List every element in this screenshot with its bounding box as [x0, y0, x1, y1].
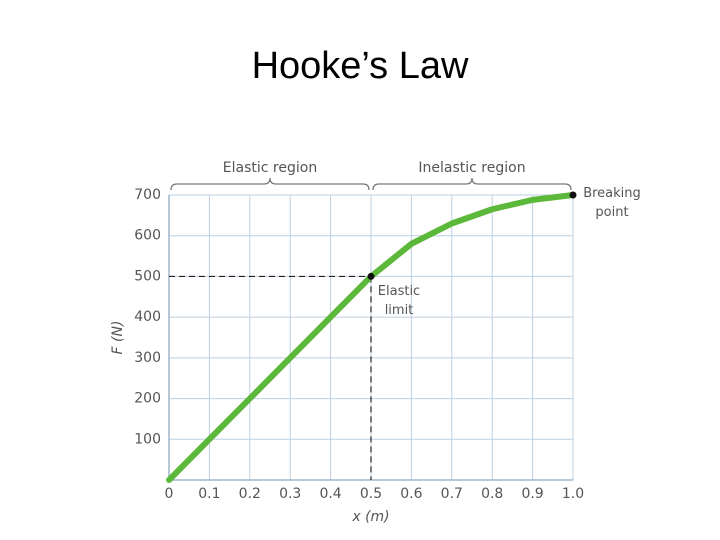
- y-tick-label: 600: [134, 228, 161, 244]
- region-label: Inelastic region: [418, 160, 525, 176]
- y-axis-label: F (N): [110, 321, 126, 355]
- x-tick-label: 0.2: [239, 486, 261, 502]
- chart-title: Hooke’s Law: [252, 45, 469, 87]
- annotation-label: Elastic limit: [377, 284, 421, 319]
- x-tick-label: 0.7: [441, 486, 463, 502]
- x-tick-label: 0.6: [400, 486, 422, 502]
- y-tick-label: 400: [134, 309, 161, 325]
- y-tick-label: 100: [134, 431, 161, 447]
- x-tick-label: 1.0: [562, 486, 584, 502]
- x-axis-label: x (m): [351, 509, 389, 525]
- y-tick-label: 200: [134, 391, 161, 407]
- y-tick-label: 300: [134, 350, 161, 366]
- annotation-label: Breaking point: [583, 186, 641, 220]
- x-tick-label: 0: [165, 486, 174, 502]
- region-label: Elastic region: [223, 160, 317, 176]
- y-tick-label: 700: [134, 187, 161, 203]
- x-tick-label: 0.4: [319, 486, 341, 502]
- brace: [372, 177, 572, 191]
- x-tick-label: 0.8: [481, 486, 503, 502]
- x-tick-label: 0.1: [198, 486, 220, 502]
- x-tick-label: 0.5: [360, 486, 382, 502]
- brace: [170, 177, 370, 191]
- annotation-point: [569, 191, 577, 199]
- annotation-point: [367, 272, 375, 280]
- x-tick-label: 0.3: [279, 486, 301, 502]
- y-tick-label: 500: [134, 268, 161, 284]
- x-tick-label: 0.9: [521, 486, 543, 502]
